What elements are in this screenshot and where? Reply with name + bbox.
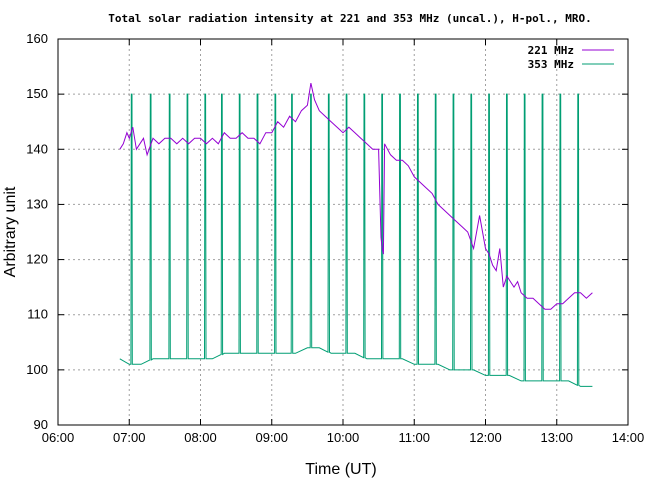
- x-tick-label: 06:00: [42, 430, 75, 445]
- y-tick-labels: 90 100 110 120 130 140 150 160: [26, 31, 48, 432]
- y-tick-label: 100: [26, 362, 48, 377]
- x-tick-label: 14:00: [612, 430, 645, 445]
- y-axis-label: Arbitrary unit: [2, 186, 19, 277]
- y-tick-label: 160: [26, 31, 48, 46]
- x-tick-label: 12:00: [469, 430, 502, 445]
- legend: 221 MHz 353 MHz: [528, 44, 614, 71]
- x-tick-label: 07:00: [113, 430, 146, 445]
- x-tick-labels: 06:00 07:00 08:00 09:00 10:00 11:00 12:00 13:00…: [42, 430, 645, 445]
- series-lines: [119, 82, 593, 387]
- y-tick-label: 130: [26, 196, 48, 211]
- series-line-353-mhz: [119, 93, 593, 387]
- x-tick-label: 08:00: [184, 430, 217, 445]
- legend-label-221: 221 MHz: [528, 44, 574, 57]
- x-axis-label: Time (UT): [305, 461, 376, 478]
- y-tick-label: 150: [26, 86, 48, 101]
- grid: [58, 39, 628, 425]
- y-tick-label: 120: [26, 252, 48, 267]
- chart-title: Total solar radiation intensity at 221 a…: [108, 12, 591, 25]
- x-tick-label: 11:00: [398, 430, 430, 445]
- x-tick-label: 13:00: [540, 430, 573, 445]
- y-tick-label: 140: [26, 141, 48, 156]
- tick-marks: [57, 38, 629, 426]
- y-tick-label: 110: [27, 307, 48, 322]
- x-tick-label: 09:00: [255, 430, 288, 445]
- series-line-221-mhz: [119, 82, 593, 310]
- x-tick-label: 10:00: [327, 430, 360, 445]
- y-tick-label: 90: [34, 417, 48, 432]
- legend-label-353: 353 MHz: [528, 58, 574, 71]
